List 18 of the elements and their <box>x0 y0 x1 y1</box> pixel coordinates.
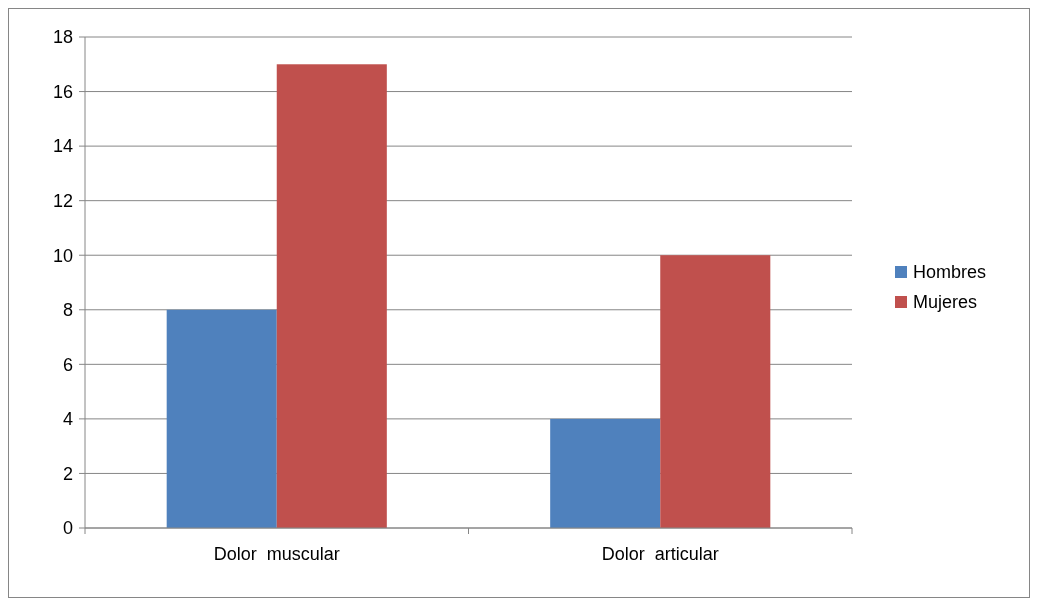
y-tick-label: 0 <box>62 518 73 539</box>
y-tick-label: 12 <box>52 190 73 211</box>
y-tick-label: 16 <box>52 81 73 102</box>
bar <box>550 418 661 528</box>
y-tick-label: 6 <box>62 354 73 375</box>
x-tick-label: Dolor articular <box>601 544 719 564</box>
legend-label: Hombres <box>913 262 987 283</box>
x-tick-label: Dolor muscular <box>213 544 340 564</box>
y-tick-label: 4 <box>62 409 73 430</box>
y-tick-label: 18 <box>52 27 73 48</box>
legend-label: Mujeres <box>913 292 978 313</box>
y-tick-label: 2 <box>62 463 73 484</box>
bar <box>660 255 771 528</box>
y-tick-label: 8 <box>62 300 73 321</box>
y-tick-label: 10 <box>52 245 73 266</box>
bar <box>276 64 387 528</box>
bar <box>166 309 277 528</box>
y-tick-label: 14 <box>52 136 73 157</box>
